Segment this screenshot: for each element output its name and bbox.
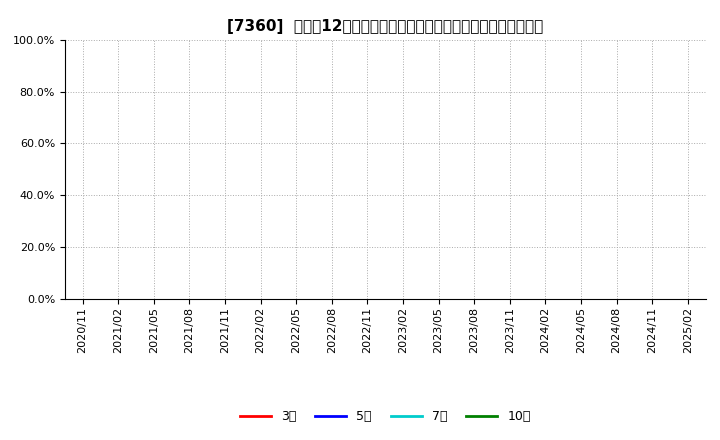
Title: [7360]  売上高12か月移動合計の対前年同期増減率の平均値の推移: [7360] 売上高12か月移動合計の対前年同期増減率の平均値の推移 [227,19,544,34]
Legend: 3年, 5年, 7年, 10年: 3年, 5年, 7年, 10年 [235,405,536,428]
